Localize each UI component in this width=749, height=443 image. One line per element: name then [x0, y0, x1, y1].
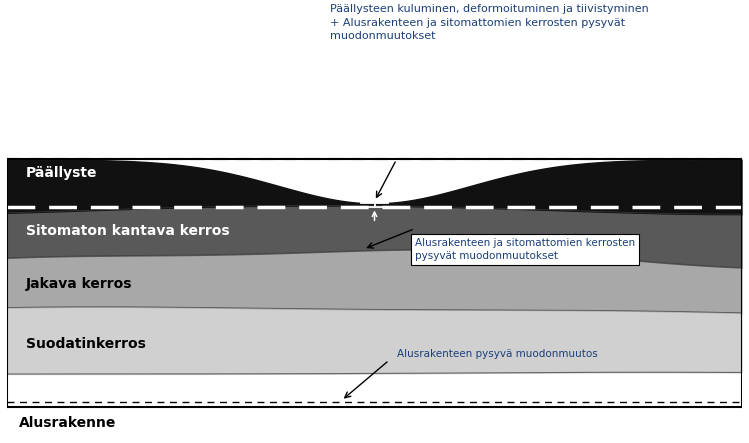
Text: Jakava kerros: Jakava kerros: [25, 277, 133, 291]
Text: Alusrakenne: Alusrakenne: [19, 416, 116, 430]
Text: Päällysteen kuluminen, deformoituminen ja tiivistyminen
+ Alusrakenteen ja sitom: Päällysteen kuluminen, deformoituminen j…: [330, 4, 649, 41]
Text: Alusrakenteen ja sitomattomien kerrosten
pysyvät muodonmuutokset: Alusrakenteen ja sitomattomien kerrosten…: [415, 238, 635, 261]
Text: Suodatinkerros: Suodatinkerros: [25, 337, 146, 351]
Text: Sitomaton kantava kerros: Sitomaton kantava kerros: [25, 224, 229, 238]
Text: Päällyste: Päällyste: [25, 166, 97, 180]
Text: Alusrakenteen pysyvä muodonmuutos: Alusrakenteen pysyvä muodonmuutos: [396, 349, 597, 358]
